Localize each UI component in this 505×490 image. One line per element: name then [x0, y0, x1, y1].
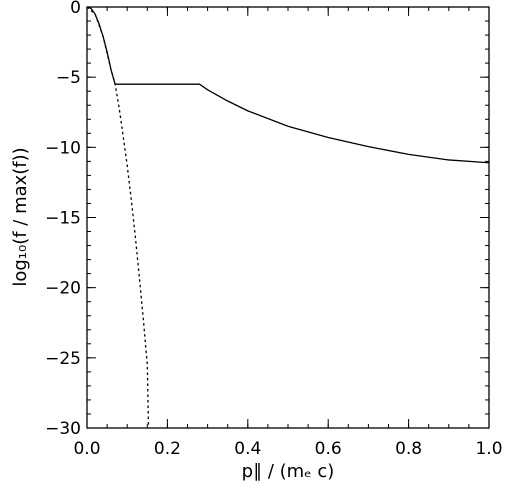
- y-tick-label: −30: [45, 419, 81, 439]
- y-tick-label: 0: [70, 0, 81, 18]
- x-tick-label: 0.0: [73, 439, 100, 459]
- y-tick-label: −15: [45, 209, 81, 229]
- plot-frame: [86, 6, 490, 429]
- x-tick-label: 1.0: [475, 439, 502, 459]
- x-tick-label: 0.4: [234, 439, 261, 459]
- series-solid-line: [86, 6, 490, 164]
- y-tick-label: −20: [45, 279, 81, 299]
- y-axis-label: log₁₀(f / max(f)): [10, 147, 31, 286]
- x-tick-label: 0.2: [154, 439, 181, 459]
- x-tick-label: 0.6: [315, 439, 342, 459]
- x-axis-label: p∥ / (mₑ c): [242, 461, 335, 482]
- series-dashed-line: [86, 6, 150, 429]
- axis-tick-labels: 0.0 0.2 0.4 0.6 0.8 1.0 0 −5 −10 −15 −20 −25 −30: [45, 0, 502, 459]
- y-tick-label: −25: [45, 349, 81, 369]
- data-series: [86, 6, 490, 429]
- axis-ticks: [86, 6, 490, 429]
- x-tick-label: 0.8: [395, 439, 422, 459]
- y-tick-label: −5: [56, 68, 81, 88]
- y-tick-label: −10: [45, 138, 81, 158]
